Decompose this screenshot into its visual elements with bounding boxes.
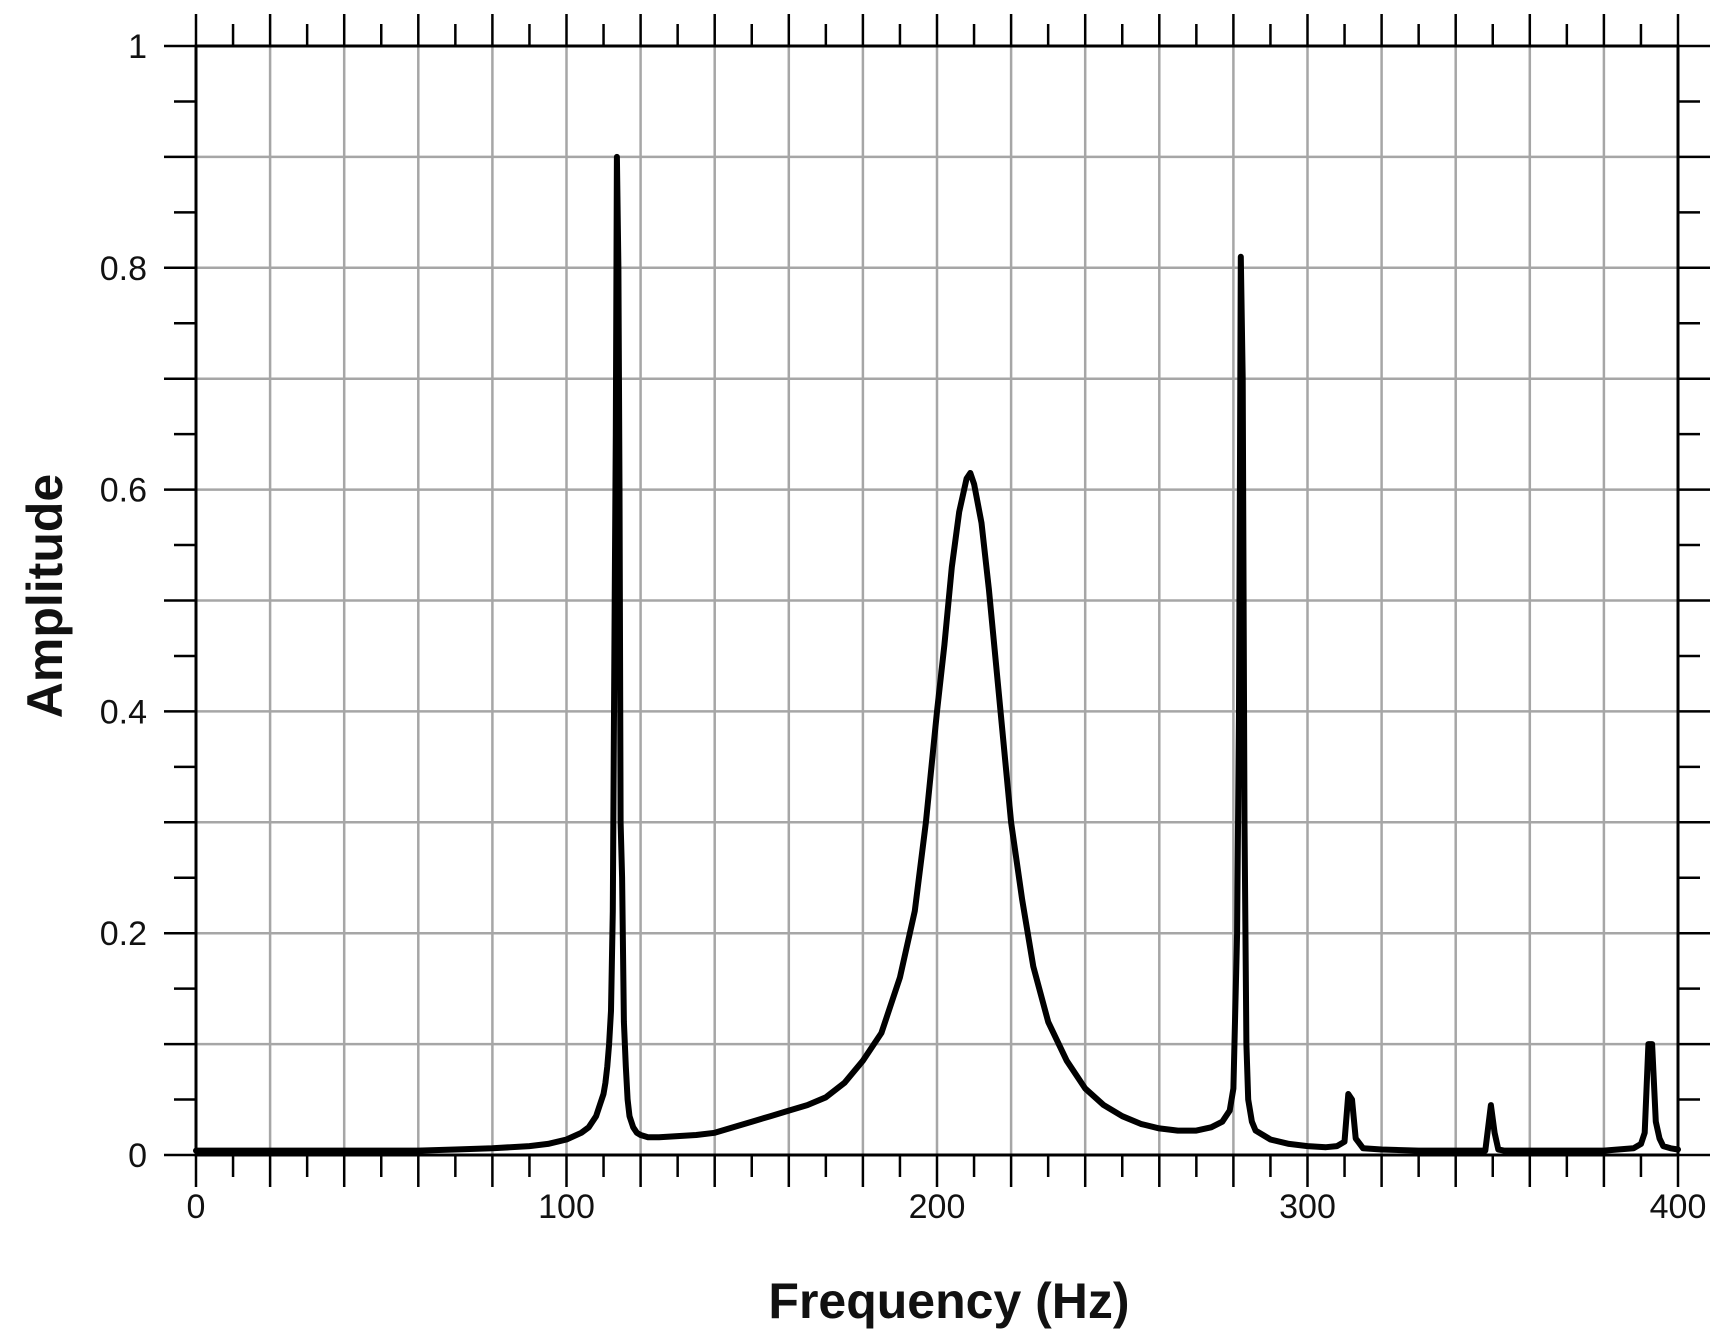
- y-tick-label: 0.4: [100, 693, 147, 731]
- x-tick-label: 300: [1279, 1188, 1336, 1226]
- x-tick-labels: 0 100 200 300 400: [187, 1188, 1707, 1226]
- y-tick-labels: 0 0.2 0.4 0.6 0.8 1: [100, 28, 147, 1175]
- plot-frame: [194, 44, 1680, 1157]
- spectrum-line: [193, 153, 1681, 1154]
- y-tick-label: 0: [128, 1137, 147, 1175]
- y-tick-label: 1: [128, 28, 147, 66]
- grid-lines: [196, 46, 1678, 1155]
- x-tick-label: 400: [1650, 1188, 1707, 1226]
- y-tick-label: 0.8: [100, 250, 147, 288]
- y-axis-title: Amplitude: [17, 474, 73, 718]
- x-tick-label: 200: [909, 1188, 966, 1226]
- x-tick-label: 0: [187, 1188, 206, 1226]
- y-tick-label: 0.2: [100, 915, 147, 953]
- x-axis-title: Frequency (Hz): [768, 1273, 1129, 1329]
- y-tick-label: 0.6: [100, 472, 147, 510]
- series-layer: [193, 153, 1681, 1154]
- axis-ticks: [164, 14, 1710, 1187]
- x-tick-label: 100: [538, 1188, 595, 1226]
